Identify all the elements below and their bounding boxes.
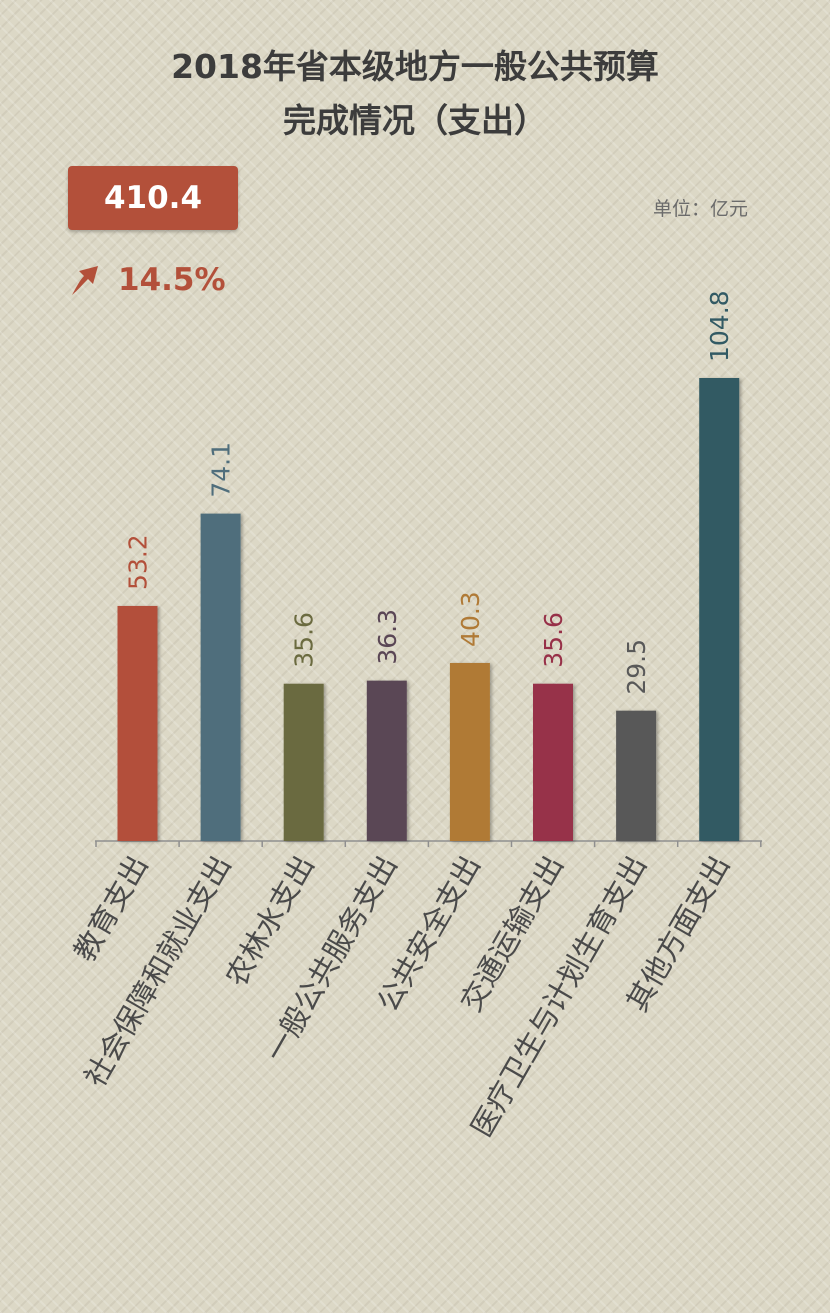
chart-title-line-1: 2018年省本级地方一般公共预算	[171, 47, 659, 86]
bar-1	[200, 513, 241, 841]
bar-2	[283, 683, 324, 841]
value-label-4: 40.3	[456, 591, 485, 647]
chart-title-line-2: 完成情况（支出）	[283, 101, 547, 140]
growth-value: 14.5%	[118, 262, 226, 298]
value-label-1: 74.1	[207, 442, 236, 498]
value-label-7: 104.8	[705, 290, 734, 362]
category-label-0: 教育支出	[67, 850, 154, 967]
bar-4	[449, 662, 490, 841]
arrow-up-icon	[72, 266, 98, 295]
bar-7	[699, 378, 740, 841]
unit-label: 单位：亿元	[652, 198, 748, 220]
bar-0	[117, 605, 158, 841]
bar-6	[616, 710, 657, 841]
value-label-2: 35.6	[290, 612, 319, 668]
total-value-badge: 410.4	[68, 166, 238, 230]
value-label-5: 35.6	[539, 612, 568, 668]
category-label-1: 社会保障和就业支出	[78, 850, 238, 1093]
value-label-0: 53.2	[124, 534, 153, 590]
bar-5	[533, 683, 573, 841]
bar-3	[366, 680, 407, 841]
value-label-3: 36.3	[373, 609, 402, 665]
growth-indicator: 14.5%	[68, 258, 226, 302]
total-value: 410.4	[103, 180, 203, 216]
value-label-6: 29.5	[622, 639, 651, 695]
